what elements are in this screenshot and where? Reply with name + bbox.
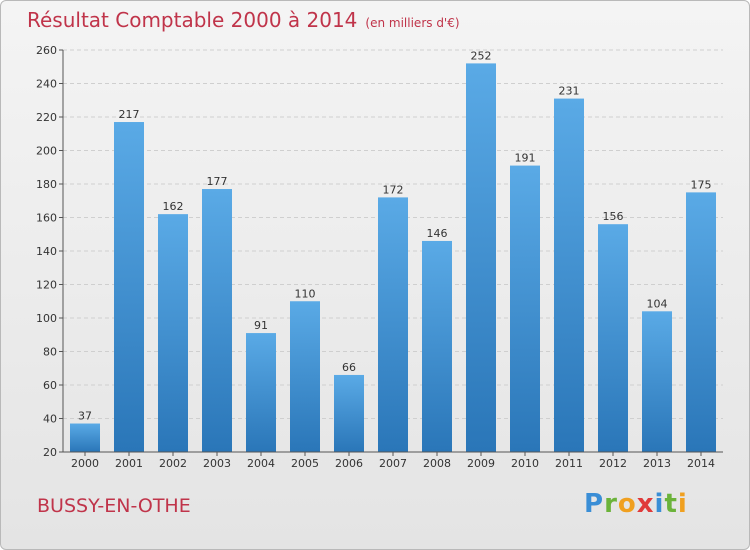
- y-tick-label: 20: [43, 446, 57, 459]
- bar-value-labels: 37 217 162 177 91 110 66 172 146 252 191 231 156 104 1…: [78, 49, 712, 422]
- x-tick-label: 2003: [203, 457, 231, 470]
- bar-value-label: 156: [603, 210, 624, 223]
- bar-value-label: 217: [119, 108, 140, 121]
- bar: [598, 224, 628, 452]
- y-tick-label: 40: [43, 413, 57, 426]
- x-tick-label: 2014: [687, 457, 715, 470]
- bar: [554, 98, 584, 452]
- bar-chart: 20 40 60 80 100 120 140 160 180 200 220 240 260 37 21…: [36, 44, 723, 470]
- y-tick-label: 240: [36, 78, 57, 91]
- logo-letter: o: [617, 489, 637, 519]
- y-tick-label: 140: [36, 245, 57, 258]
- x-tick-label: 2011: [555, 457, 583, 470]
- bar-value-label: 146: [427, 227, 448, 240]
- chart-title-text: Résultat Comptable 2000 à 2014: [27, 8, 358, 32]
- bar: [422, 240, 452, 452]
- x-tick-label: 2000: [71, 457, 99, 470]
- bar-value-label: 104: [647, 297, 668, 310]
- y-tick-label: 60: [43, 379, 57, 392]
- bar-value-label: 172: [383, 183, 404, 196]
- bar-value-label: 37: [78, 410, 92, 423]
- bar: [378, 197, 408, 452]
- y-tick-label: 200: [36, 145, 57, 158]
- bar: [246, 333, 276, 452]
- y-tick-label: 180: [36, 178, 57, 191]
- bar: [334, 374, 364, 452]
- x-axis-ticks: 2000 2001 2002 2003 2004 2005 2006 2007 2008 2009…: [71, 452, 715, 470]
- chart-title: Résultat Comptable 2000 à 2014 (en millie…: [27, 8, 460, 32]
- x-tick-label: 2010: [511, 457, 539, 470]
- x-tick-label: 2008: [423, 457, 451, 470]
- y-tick-label: 80: [43, 346, 57, 359]
- bar: [686, 192, 716, 452]
- x-tick-label: 2004: [247, 457, 275, 470]
- bar-value-label: 162: [163, 200, 184, 213]
- logo-letter: r: [604, 489, 618, 519]
- commune-name: BUSSY-EN-OTHE: [37, 495, 191, 517]
- y-tick-label: 260: [36, 44, 57, 57]
- logo-letter: i: [677, 489, 688, 519]
- bar-value-label: 66: [342, 361, 356, 374]
- y-tick-label: 160: [36, 212, 57, 225]
- bar-value-label: 252: [471, 49, 492, 62]
- bar: [202, 189, 232, 452]
- proxiti-logo[interactable]: Proxiti: [584, 489, 688, 519]
- x-tick-label: 2012: [599, 457, 627, 470]
- bar-value-label: 91: [254, 319, 268, 332]
- bar: [114, 122, 144, 453]
- bar-value-label: 110: [295, 287, 316, 300]
- bar: [642, 311, 672, 452]
- x-tick-label: 2005: [291, 457, 319, 470]
- x-tick-label: 2007: [379, 457, 407, 470]
- y-tick-label: 100: [36, 312, 57, 325]
- x-tick-label: 2001: [115, 457, 143, 470]
- bars: [70, 63, 716, 453]
- chart-unit: (en milliers d'€): [365, 16, 460, 30]
- y-axis-ticks: 20 40 60 80 100 120 140 160 180 200 220 240 260: [36, 44, 63, 459]
- logo-letter: t: [664, 489, 678, 519]
- x-tick-label: 2002: [159, 457, 187, 470]
- bar: [70, 423, 100, 452]
- bar: [158, 214, 188, 452]
- bar: [466, 63, 496, 453]
- logo-letter: i: [654, 489, 665, 519]
- bar-value-label: 191: [515, 152, 536, 165]
- bar-value-label: 177: [207, 175, 228, 188]
- logo-letter: x: [636, 489, 655, 519]
- x-tick-label: 2009: [467, 457, 495, 470]
- bar-value-label: 175: [691, 178, 712, 191]
- bar-value-label: 231: [559, 85, 580, 98]
- logo-letter: P: [584, 489, 605, 519]
- x-tick-label: 2013: [643, 457, 671, 470]
- y-tick-label: 220: [36, 111, 57, 124]
- bar: [290, 301, 320, 452]
- bar: [510, 165, 540, 452]
- y-tick-label: 120: [36, 279, 57, 292]
- x-tick-label: 2006: [335, 457, 363, 470]
